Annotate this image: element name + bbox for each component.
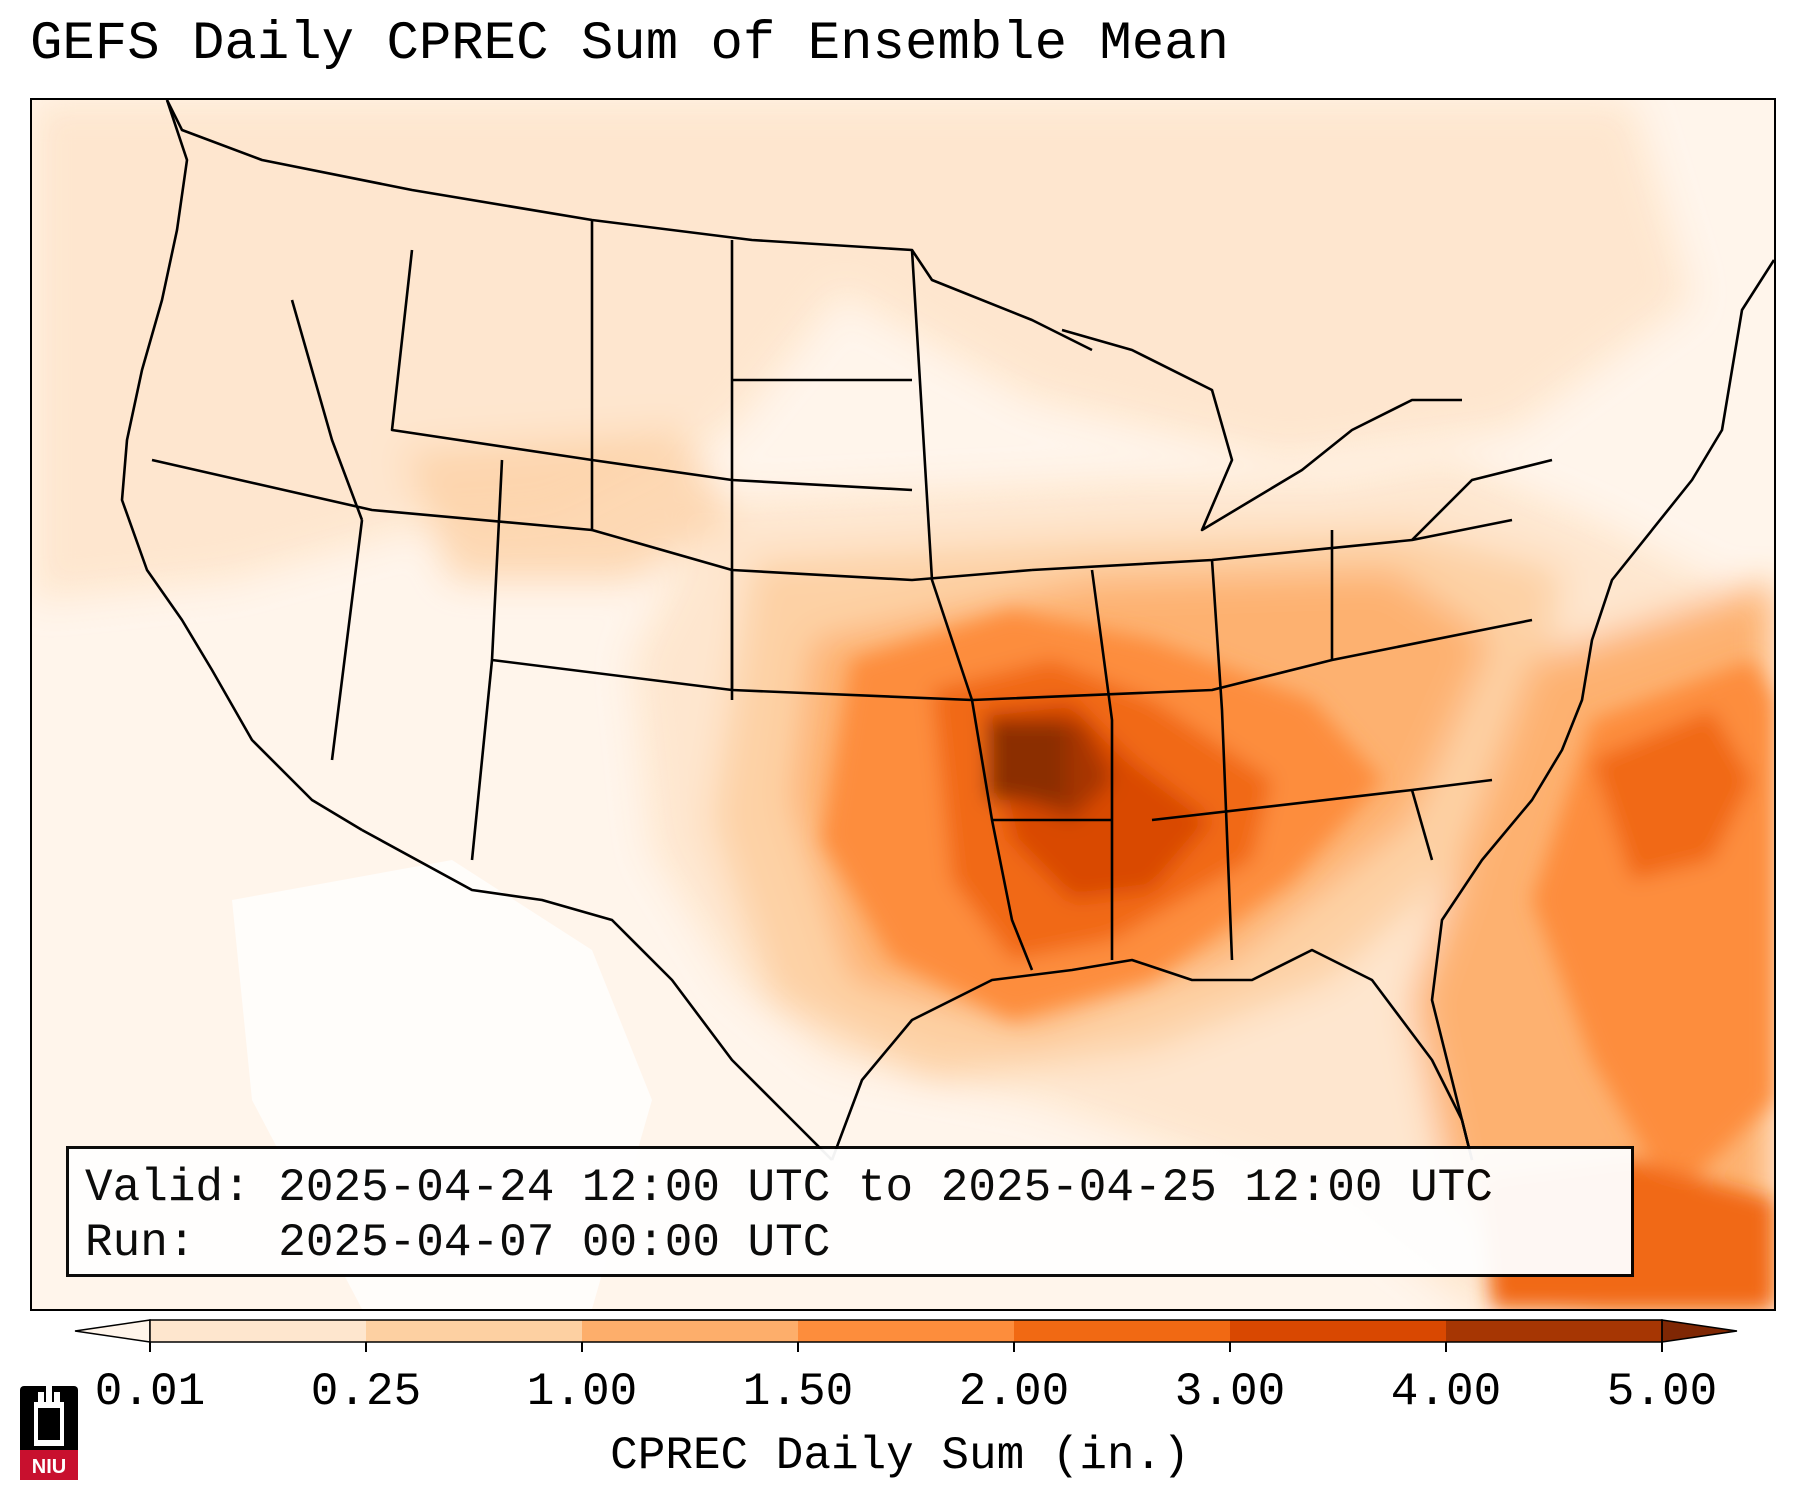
map-panel (30, 98, 1776, 1311)
page-title: GEFS Daily CPREC Sum of Ensemble Mean (30, 14, 1229, 75)
info-box: Valid: 2025-04-24 12:00 UTC to 2025-04-2… (66, 1146, 1634, 1277)
niu-tower-logo-icon: NIU (20, 1384, 78, 1480)
colorbar-label: CPREC Daily Sum (in.) (610, 1430, 1190, 1482)
colorbar-tick-label: 2.00 (959, 1366, 1069, 1418)
logo-text: NIU (32, 1456, 66, 1478)
colorbar-tick-label: 0.25 (311, 1366, 421, 1418)
colorbar-segment (366, 1320, 583, 1342)
colorbar-segment (1014, 1320, 1231, 1342)
valid-label: Valid: (85, 1162, 251, 1214)
colorbar-tick-label: 0.01 (95, 1366, 205, 1418)
valid-value: 2025-04-24 12:00 UTC to 2025-04-25 12:00… (278, 1162, 1493, 1214)
colorbar-outline (149, 1319, 1663, 1343)
precip-shading (32, 100, 1774, 1309)
colorbar-segment (150, 1320, 367, 1342)
colorbar-segment (582, 1320, 799, 1342)
colorbar-ticks: 0.01 0.25 1.00 1.50 2.00 3.00 4.00 5.00 (95, 1342, 1717, 1418)
colorbar-tick-label: 3.00 (1175, 1366, 1285, 1418)
colorbar-segment (798, 1320, 1015, 1342)
colorbar-tick-label: 1.00 (527, 1366, 637, 1418)
run-value: 2025-04-07 00:00 UTC (278, 1217, 831, 1269)
colorbar: 0.01 0.25 1.00 1.50 2.00 3.00 4.00 5.00 CPREC D… (74, 1319, 1738, 1482)
colorbar-segments (74, 1319, 1738, 1343)
colorbar-tick-label: 5.00 (1607, 1366, 1717, 1418)
colorbar-under-arrow (74, 1319, 151, 1343)
colorbar-tick-label: 1.50 (743, 1366, 853, 1418)
run-label: Run: (85, 1217, 196, 1269)
colorbar-segment (1230, 1320, 1447, 1342)
boundaries (120, 100, 1774, 1161)
colorbar-segment (1446, 1320, 1663, 1342)
colorbar-tick-label: 4.00 (1391, 1366, 1501, 1418)
precip-map (32, 100, 1774, 1309)
colorbar-over-arrow (1661, 1319, 1738, 1343)
